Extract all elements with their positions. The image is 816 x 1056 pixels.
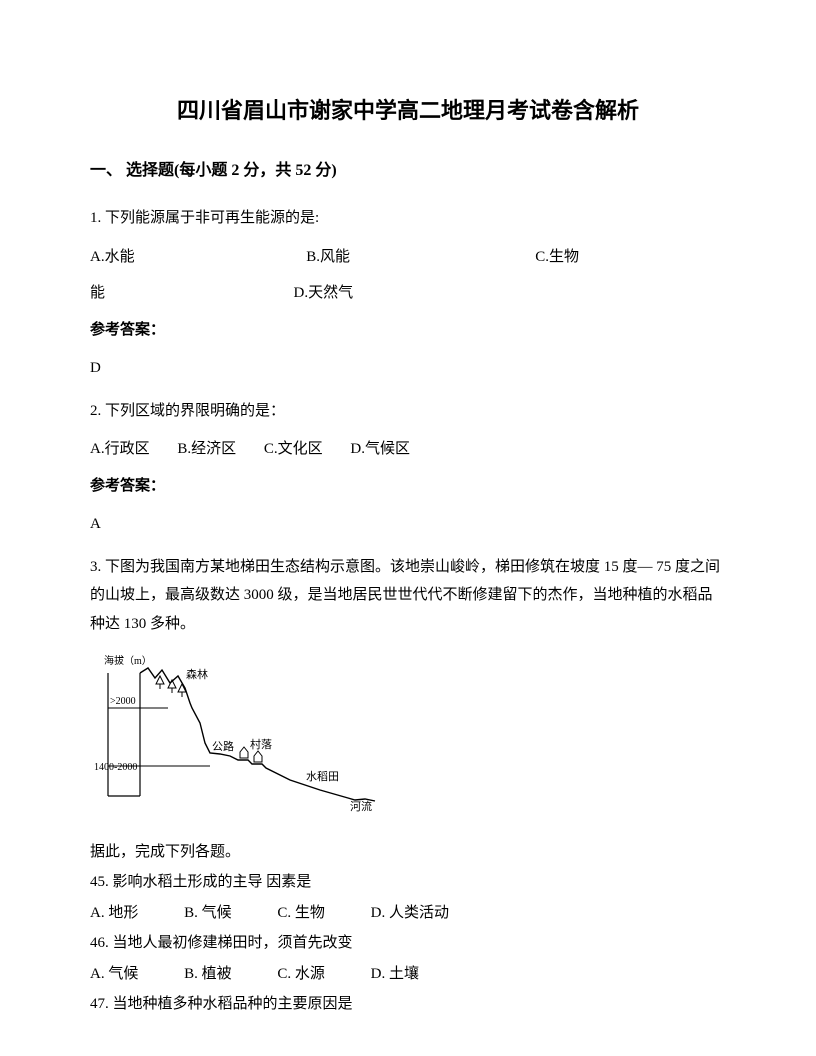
label-forest: 森林: [186, 667, 208, 681]
label-paddy: 水稻田: [306, 770, 339, 783]
label-above2000: >2000: [110, 696, 136, 707]
q1-opt-a: A.水能: [90, 243, 306, 272]
q1-opt-c: C.生物: [535, 243, 726, 272]
sq45-opt-a: A. 地形: [90, 899, 138, 928]
q2-opt-b: B.经济区: [177, 435, 236, 464]
q3-sq46-text: 46. 当地人最初修建梯田时，须首先改变: [90, 929, 726, 958]
q2-answer: A: [90, 510, 726, 539]
terrace-svg: 海拔（m） 森林 >2000 1400-2000 公路 村落 水稻田 河流: [90, 648, 390, 813]
section-1-heading: 一、 选择题(每小题 2 分，共 52 分): [90, 156, 726, 186]
label-river: 河流: [350, 799, 372, 813]
q3-sq46-options: A. 气候 B. 植被 C. 水源 D. 土壤: [90, 960, 726, 989]
q3-sq45-options: A. 地形 B. 气候 C. 生物 D. 人类活动: [90, 899, 726, 928]
q1-opt-d: D.天然气: [294, 279, 726, 308]
question-1: 1. 下列能源属于非可再生能源的是: A.水能 B.风能 C.生物 能 D.天然…: [90, 204, 726, 383]
sq46-opt-a: A. 气候: [90, 960, 138, 989]
exam-title: 四川省眉山市谢家中学高二地理月考试卷含解析: [90, 90, 726, 132]
q2-options: A.行政区 B.经济区 C.文化区 D.气候区: [90, 435, 726, 464]
sq46-opt-b: B. 植被: [184, 960, 232, 989]
sq46-opt-d: D. 土壤: [371, 960, 419, 989]
q2-text: 2. 下列区域的界限明确的是：: [90, 397, 726, 426]
q1-answer: D: [90, 354, 726, 383]
sq45-opt-c: C. 生物: [277, 899, 325, 928]
sq45-opt-d: D. 人类活动: [371, 899, 449, 928]
q1-answer-label: 参考答案：: [90, 316, 726, 345]
label-village: 村落: [250, 737, 272, 751]
label-altitude: 海拔（m）: [104, 654, 152, 667]
q1-options-line2: 能 D.天然气: [90, 279, 726, 308]
q1-opt-b: B.风能: [306, 243, 535, 272]
terrace-diagram: 海拔（m） 森林 >2000 1400-2000 公路 村落 水稻田 河流: [90, 648, 726, 824]
sq46-opt-c: C. 水源: [277, 960, 325, 989]
q3-after-img: 据此，完成下列各题。: [90, 838, 726, 867]
q2-answer-label: 参考答案：: [90, 472, 726, 501]
q2-opt-c: C.文化区: [264, 435, 323, 464]
q3-sq45-text: 45. 影响水稻土形成的主导 因素是: [90, 868, 726, 897]
q1-opt-c-cont: 能: [90, 279, 294, 308]
question-3: 3. 下图为我国南方某地梯田生态结构示意图。该地崇山峻岭，梯田修筑在坡度 15 …: [90, 553, 726, 1019]
label-range: 1400-2000: [94, 762, 137, 773]
question-2: 2. 下列区域的界限明确的是： A.行政区 B.经济区 C.文化区 D.气候区 …: [90, 397, 726, 539]
q1-options-line1: A.水能 B.风能 C.生物: [90, 243, 726, 272]
q1-text: 1. 下列能源属于非可再生能源的是:: [90, 204, 726, 233]
q2-opt-d: D.气候区: [350, 435, 410, 464]
q2-opt-a: A.行政区: [90, 435, 150, 464]
q3-intro: 3. 下图为我国南方某地梯田生态结构示意图。该地崇山峻岭，梯田修筑在坡度 15 …: [90, 553, 726, 639]
q3-sq47-text: 47. 当地种植多种水稻品种的主要原因是: [90, 990, 726, 1019]
sq45-opt-b: B. 气候: [184, 899, 232, 928]
label-road: 公路: [212, 740, 234, 753]
